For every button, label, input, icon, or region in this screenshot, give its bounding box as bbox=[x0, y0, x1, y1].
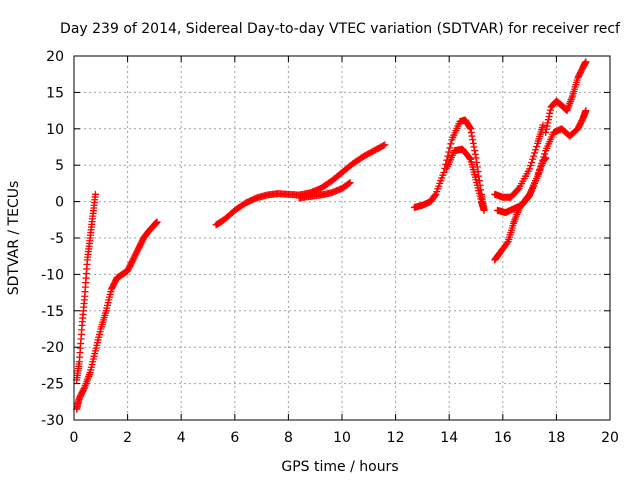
data-points bbox=[73, 58, 590, 413]
chart-title: Day 239 of 2014, Sidereal Day-to-day VTE… bbox=[60, 21, 621, 37]
data-point bbox=[540, 153, 548, 161]
data-point bbox=[475, 172, 483, 180]
data-point bbox=[472, 154, 480, 162]
x-tick-label: 12 bbox=[387, 430, 405, 446]
x-tick-label: 6 bbox=[230, 430, 239, 446]
series-arc10 bbox=[542, 58, 590, 136]
data-point bbox=[381, 141, 389, 149]
data-point bbox=[546, 109, 554, 117]
y-tick-label: -15 bbox=[41, 304, 64, 320]
data-point bbox=[536, 166, 544, 174]
series-arc1 bbox=[73, 190, 99, 384]
data-point bbox=[469, 136, 477, 144]
data-point bbox=[532, 146, 540, 154]
data-point bbox=[467, 128, 475, 136]
series-arc6 bbox=[443, 145, 488, 214]
data-point bbox=[539, 121, 547, 129]
y-tick-label: 10 bbox=[46, 122, 64, 138]
data-point bbox=[467, 125, 475, 133]
y-tick-label: -10 bbox=[41, 267, 64, 283]
data-point bbox=[545, 113, 553, 121]
data-point bbox=[466, 124, 474, 132]
data-point bbox=[538, 159, 546, 167]
data-point bbox=[471, 150, 479, 158]
data-point bbox=[543, 122, 551, 130]
data-point bbox=[446, 144, 454, 152]
data-point bbox=[346, 179, 354, 187]
data-point bbox=[153, 218, 161, 226]
data-point bbox=[471, 147, 479, 155]
series-arc3 bbox=[212, 141, 389, 229]
y-tick-label: 0 bbox=[55, 195, 64, 211]
data-point bbox=[503, 239, 511, 247]
data-point bbox=[380, 142, 388, 150]
data-point bbox=[445, 148, 453, 156]
data-point bbox=[537, 163, 545, 171]
axis-ticks: 0 2 4 6 8 10 12 14 16 18 20 -30 -25 -20 -15 -10 -5 0 5 10 15… bbox=[41, 49, 619, 446]
data-point bbox=[431, 191, 439, 199]
data-point bbox=[542, 125, 550, 133]
data-point bbox=[544, 116, 552, 124]
data-point bbox=[544, 119, 552, 127]
y-tick-label: 5 bbox=[55, 158, 64, 174]
data-point bbox=[539, 156, 547, 164]
data-point bbox=[91, 190, 99, 198]
data-point bbox=[528, 158, 536, 166]
data-point bbox=[440, 168, 448, 176]
data-point bbox=[470, 143, 478, 151]
x-tick-label: 0 bbox=[70, 430, 79, 446]
data-point bbox=[468, 132, 476, 140]
x-tick-label: 20 bbox=[601, 430, 619, 446]
x-tick-label: 18 bbox=[547, 430, 565, 446]
grid-lines bbox=[74, 56, 610, 420]
data-point bbox=[529, 155, 537, 163]
data-point bbox=[582, 58, 590, 66]
data-point bbox=[535, 169, 543, 177]
series-arc2 bbox=[73, 218, 161, 413]
data-point bbox=[466, 154, 474, 162]
data-point bbox=[533, 143, 541, 151]
data-point bbox=[469, 139, 477, 147]
data-point bbox=[80, 385, 88, 393]
y-axis-label: SDTVAR / TECUs bbox=[6, 181, 22, 296]
data-point bbox=[542, 128, 550, 136]
y-tick-label: -20 bbox=[41, 340, 64, 356]
x-tick-label: 14 bbox=[440, 430, 458, 446]
x-tick-label: 8 bbox=[284, 430, 293, 446]
x-tick-label: 10 bbox=[333, 430, 351, 446]
y-tick-label: 15 bbox=[46, 85, 64, 101]
data-point bbox=[530, 152, 538, 160]
data-point bbox=[447, 140, 455, 148]
series-arc8 bbox=[491, 121, 547, 201]
data-point bbox=[527, 162, 535, 170]
data-point bbox=[345, 179, 353, 187]
series-arc4 bbox=[295, 179, 354, 202]
x-tick-label: 2 bbox=[123, 430, 132, 446]
data-point bbox=[526, 165, 534, 173]
plot-frame bbox=[73, 55, 611, 421]
data-point bbox=[582, 107, 590, 115]
data-point bbox=[531, 149, 539, 157]
y-tick-label: -25 bbox=[41, 377, 64, 393]
y-tick-label: -30 bbox=[41, 413, 64, 429]
x-tick-label: 16 bbox=[494, 430, 512, 446]
x-axis-label: GPS time / hours bbox=[281, 459, 398, 475]
y-tick-label: -5 bbox=[50, 231, 64, 247]
data-point bbox=[541, 150, 549, 158]
series-arc9 bbox=[493, 107, 590, 217]
data-point bbox=[546, 106, 554, 114]
x-tick-label: 4 bbox=[177, 430, 186, 446]
data-point bbox=[525, 193, 533, 201]
y-tick-label: 20 bbox=[46, 49, 64, 65]
data-point bbox=[480, 206, 488, 214]
data-point bbox=[514, 186, 522, 194]
data-point bbox=[534, 172, 542, 180]
data-point bbox=[444, 152, 452, 160]
